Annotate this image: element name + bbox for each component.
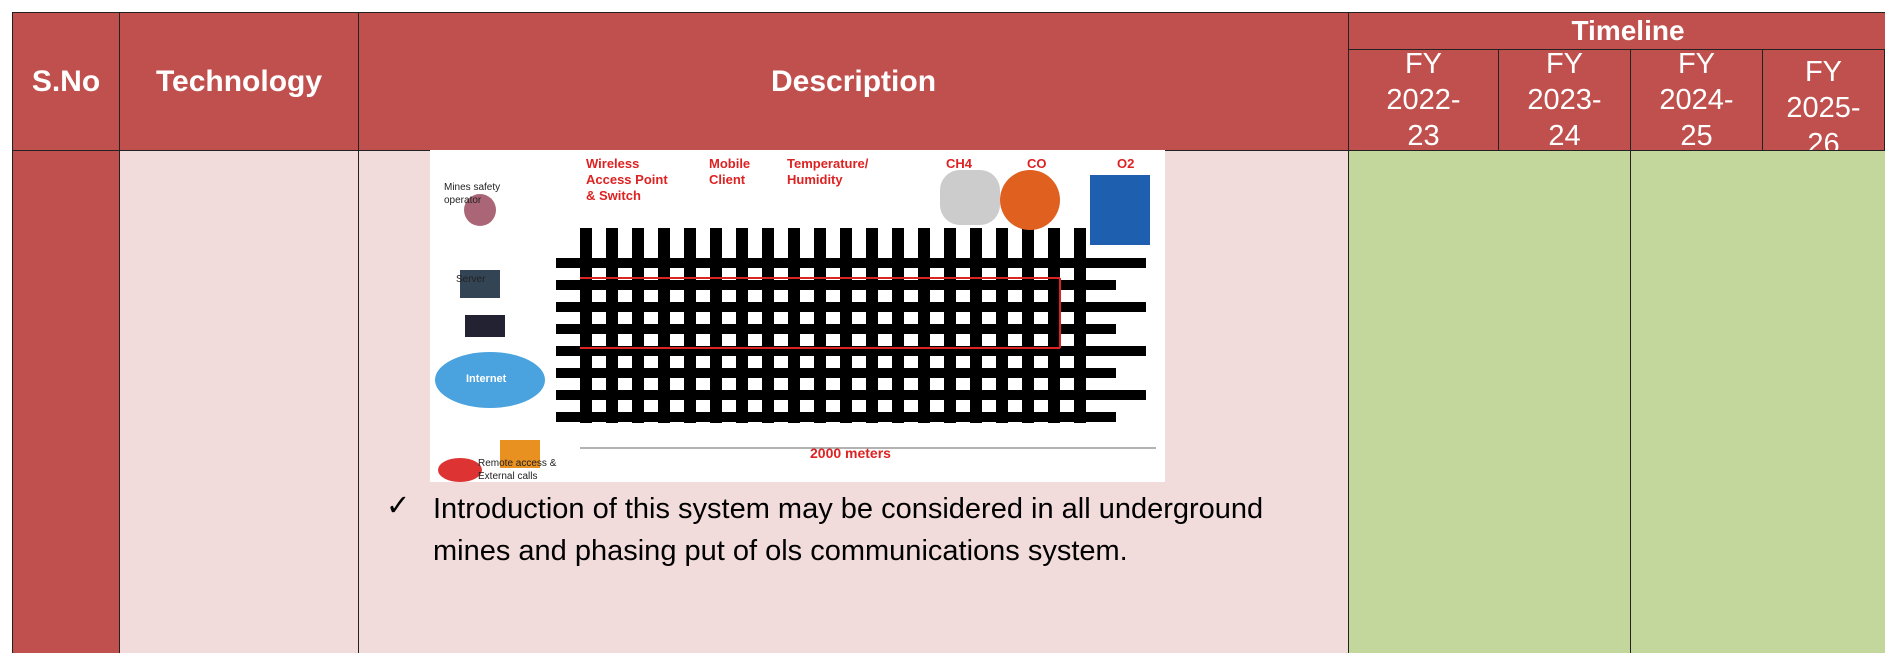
header-cell: Timeline (1348, 12, 1885, 50)
tunnel (556, 280, 1116, 290)
phone-icon (438, 458, 482, 482)
server-icon (465, 315, 505, 337)
diagram-label: Mobile (709, 156, 750, 171)
diagram-label: Temperature/ (787, 156, 869, 171)
year-cell: FY 2022-23 (1348, 48, 1499, 152)
diagram-label: Server (456, 274, 486, 285)
diagram-label: Mines safety (444, 182, 500, 193)
diagram-label: Internet (466, 373, 507, 385)
mine-grid (556, 228, 1146, 423)
tunnel (556, 302, 1146, 312)
server-icon (460, 270, 500, 298)
tunnel (556, 346, 1146, 356)
diagram-label: 2000 meters (810, 445, 891, 461)
header-cell: Description (358, 12, 1349, 151)
tunnel (556, 412, 1116, 422)
header-cell: Technology (119, 12, 359, 151)
tunnel (556, 324, 1116, 334)
tunnel (556, 258, 1146, 268)
diagram-label: CH4 (946, 156, 973, 171)
sensor-icon (940, 170, 1000, 225)
bullet-marker: ✓ (386, 490, 411, 522)
diagram-label: Remote access & (478, 458, 557, 469)
sensor-icon (1000, 170, 1060, 230)
timeline-cell (1348, 150, 1631, 653)
tunnel (556, 390, 1146, 400)
diagram-label: operator (444, 195, 482, 206)
header-cell: S.No (12, 12, 120, 151)
operator-icon (464, 194, 496, 226)
diagram-label: O2 (1117, 156, 1134, 171)
diagram-label: Access Point (586, 172, 668, 187)
year-cell: FY 2024-25 (1630, 48, 1763, 152)
diagram-label: External calls (478, 471, 537, 482)
diagram-label: CO (1027, 156, 1047, 171)
year-cell: FY 2025-26 (1762, 49, 1885, 160)
year-cell: FY 2023-24 (1498, 48, 1631, 152)
timeline-cell (1630, 150, 1885, 653)
sno-cell (12, 150, 120, 653)
tunnel (556, 368, 1116, 378)
cloud-icon (435, 352, 545, 408)
pc-icon (500, 440, 540, 468)
diagram-label: Humidity (787, 172, 843, 187)
sensor-icon (1090, 175, 1150, 245)
diagram-label: Client (709, 172, 746, 187)
diagram-label: Wireless (586, 156, 639, 171)
technology-cell (119, 150, 359, 653)
bullet-text: Introduction of this system may be consi… (433, 493, 1264, 567)
diagram-label: & Switch (586, 188, 641, 203)
